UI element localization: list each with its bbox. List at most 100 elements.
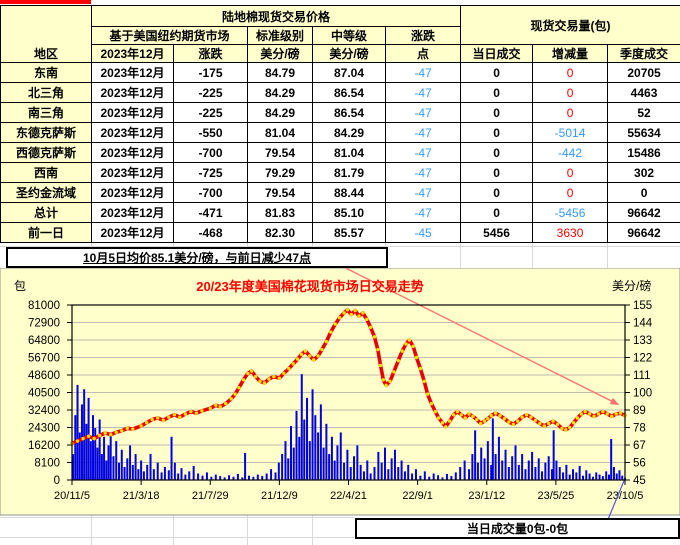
cell-delta[interactable]: 0 [532, 62, 609, 83]
cell-change[interactable]: -175 [173, 62, 248, 83]
cell-daily[interactable]: 0 [460, 182, 534, 203]
cell-month[interactable]: 2023年12月 [91, 82, 174, 103]
cell-standard[interactable]: 81.04 [247, 122, 313, 143]
header-region[interactable]: 地区 [0, 5, 92, 63]
cell-season[interactable]: 302 [607, 162, 680, 183]
cell-season[interactable]: 15486 [607, 142, 680, 163]
header-change-col[interactable]: 涨跌 [173, 44, 248, 63]
table-row: 西德克萨斯 2023年12月 -700 79.54 81.04 -47 0 -442 15486 [0, 142, 680, 163]
daily-volume-note[interactable]: 当日成交量0包-0包 [355, 518, 680, 539]
cell-points[interactable]: -45 [384, 222, 462, 243]
cell-daily[interactable]: 5456 [460, 222, 534, 243]
cell-standard[interactable]: 84.29 [247, 102, 313, 123]
cell-middling[interactable]: 88.44 [312, 182, 386, 203]
cell-points[interactable]: -47 [384, 102, 462, 123]
cell-season[interactable]: 96642 [607, 202, 680, 223]
cell-region[interactable]: 东南 [0, 62, 92, 83]
cell-season[interactable]: 96642 [607, 222, 680, 243]
cell-daily[interactable]: 0 [460, 122, 534, 143]
cell-standard[interactable]: 79.54 [247, 142, 313, 163]
cell-region[interactable]: 西德克萨斯 [0, 142, 92, 163]
header-price-title[interactable]: 陆地棉现货交易价格 [90, 5, 462, 27]
header-futures-basis[interactable]: 基于美国纽约期货市场 [91, 26, 248, 45]
cell-region[interactable]: 南三角 [0, 102, 92, 123]
cell-middling[interactable]: 81.79 [312, 162, 386, 183]
cell-region[interactable]: 北三角 [0, 82, 92, 103]
cell-points[interactable]: -47 [384, 142, 462, 163]
cell-season[interactable]: 0 [607, 182, 680, 203]
cell-month[interactable]: 2023年12月 [91, 222, 174, 243]
cell-region[interactable]: 东德克萨斯 [0, 122, 92, 143]
cell-season[interactable]: 4463 [607, 82, 680, 103]
header-points[interactable]: 点 [384, 44, 462, 63]
header-cents-middling[interactable]: 美分/磅 [312, 44, 386, 63]
cell-delta[interactable]: 0 [532, 162, 609, 183]
cell-middling[interactable]: 85.10 [312, 202, 386, 223]
cell-daily[interactable]: 0 [460, 82, 534, 103]
cell-delta[interactable]: 0 [532, 82, 609, 103]
cell-delta[interactable]: -442 [532, 142, 609, 163]
cell-month[interactable]: 2023年12月 [91, 142, 174, 163]
cell-month[interactable]: 2023年12月 [91, 182, 174, 203]
header-season-volume[interactable]: 季度成交 [607, 44, 680, 63]
cell-middling[interactable]: 87.04 [312, 62, 386, 83]
cell-daily[interactable]: 0 [460, 142, 534, 163]
cell-delta[interactable]: 0 [532, 182, 609, 203]
cell-month[interactable]: 2023年12月 [91, 102, 174, 123]
cell-month[interactable]: 2023年12月 [91, 122, 174, 143]
cell-change[interactable]: -725 [173, 162, 248, 183]
header-standard-grade[interactable]: 标准级别 [247, 26, 313, 45]
cell-standard[interactable]: 79.54 [247, 182, 313, 203]
cell-daily[interactable]: 0 [460, 202, 534, 223]
header-volume-title[interactable]: 现货交易量(包) [460, 5, 680, 45]
cell-standard[interactable]: 81.83 [247, 202, 313, 223]
header-middling-grade[interactable]: 中等级 [312, 26, 386, 45]
cell-standard[interactable]: 79.29 [247, 162, 313, 183]
header-cents-standard[interactable]: 美分/磅 [247, 44, 313, 63]
cell-region[interactable]: 圣约金流域 [0, 182, 92, 203]
cell-season[interactable]: 20705 [607, 62, 680, 83]
cell-change[interactable]: -225 [173, 82, 248, 103]
cell-points[interactable]: -47 [384, 62, 462, 83]
cell-daily[interactable]: 0 [460, 62, 534, 83]
cell-month[interactable]: 2023年12月 [91, 162, 174, 183]
cell-month[interactable]: 2023年12月 [91, 202, 174, 223]
cell-delta[interactable]: -5456 [532, 202, 609, 223]
cell-points[interactable]: -47 [384, 122, 462, 143]
cell-region[interactable]: 总计 [0, 202, 92, 223]
cell-middling[interactable]: 81.04 [312, 142, 386, 163]
cell-delta[interactable]: -5014 [532, 122, 609, 143]
cell-month[interactable]: 2023年12月 [91, 62, 174, 83]
cell-change[interactable]: -225 [173, 102, 248, 123]
cell-daily[interactable]: 0 [460, 102, 534, 123]
cell-middling[interactable]: 84.29 [312, 122, 386, 143]
cell-points[interactable]: -47 [384, 82, 462, 103]
header-month[interactable]: 2023年12月 [91, 44, 174, 63]
cell-change[interactable]: -468 [173, 222, 248, 243]
cell-change[interactable]: -700 [173, 142, 248, 163]
header-delta-volume[interactable]: 增减量 [532, 44, 609, 63]
cell-points[interactable]: -47 [384, 202, 462, 223]
cell-standard[interactable]: 84.29 [247, 82, 313, 103]
cell-points[interactable]: -47 [384, 182, 462, 203]
cell-region[interactable]: 西南 [0, 162, 92, 183]
header-change[interactable]: 涨跌 [384, 26, 462, 45]
cell-change[interactable]: -550 [173, 122, 248, 143]
cell-daily[interactable]: 0 [460, 162, 534, 183]
cell-middling[interactable]: 86.54 [312, 102, 386, 123]
left-axis-tick-label: 81000 [28, 300, 60, 312]
cell-middling[interactable]: 86.54 [312, 82, 386, 103]
cell-season[interactable]: 52 [607, 102, 680, 123]
cell-delta[interactable]: 0 [532, 102, 609, 123]
cell-delta[interactable]: 3630 [532, 222, 609, 243]
cell-standard[interactable]: 82.30 [247, 222, 313, 243]
cell-change[interactable]: -471 [173, 202, 248, 223]
cell-middling[interactable]: 85.57 [312, 222, 386, 243]
header-daily-volume[interactable]: 当日成交 [460, 44, 534, 63]
cell-season[interactable]: 55634 [607, 122, 680, 143]
average-price-note[interactable]: 10月5日均价85.1美分/磅，与前日减少47点 [6, 247, 388, 268]
cell-points[interactable]: -47 [384, 162, 462, 183]
cell-region[interactable]: 前一日 [0, 222, 92, 243]
cell-change[interactable]: -700 [173, 182, 248, 203]
cell-standard[interactable]: 84.79 [247, 62, 313, 83]
